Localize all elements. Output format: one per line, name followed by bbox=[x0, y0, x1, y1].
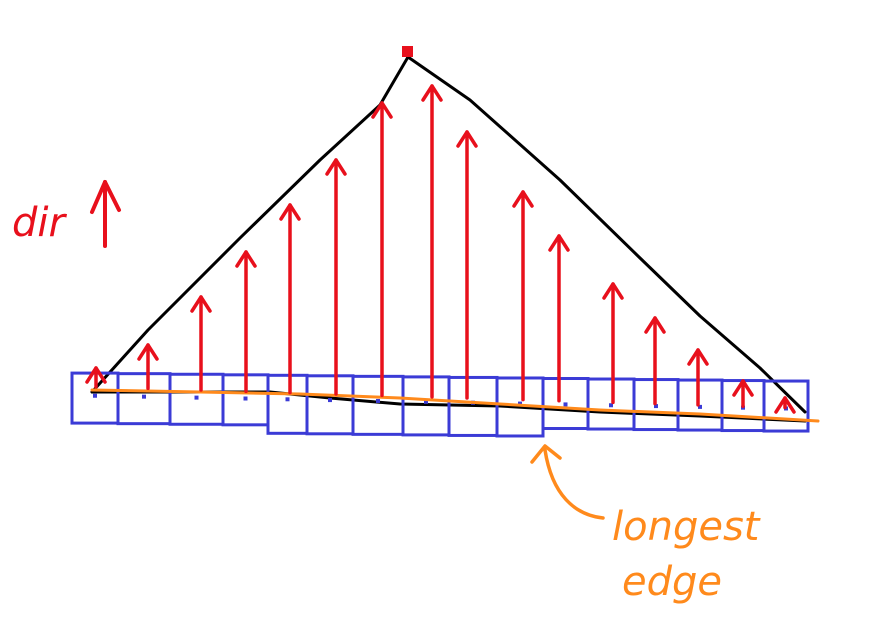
dir-label: dir bbox=[12, 200, 68, 246]
direction-arrow bbox=[279, 203, 301, 395]
cell-dot bbox=[142, 394, 146, 399]
longest-label: longest bbox=[612, 504, 761, 550]
edge-cell bbox=[762, 379, 810, 433]
direction-arrows bbox=[85, 84, 796, 414]
direction-arrow bbox=[687, 348, 709, 407]
cell-dots bbox=[93, 393, 788, 411]
edge-cell bbox=[266, 373, 309, 435]
cell-dot bbox=[285, 397, 290, 402]
cell-dot bbox=[243, 396, 248, 401]
direction-arrow bbox=[421, 84, 443, 399]
direction-arrow bbox=[644, 316, 666, 406]
direction-arrow bbox=[371, 101, 393, 398]
triangle-left-edge bbox=[90, 55, 410, 394]
edge-cell bbox=[351, 374, 405, 436]
cell-dot bbox=[563, 402, 568, 407]
direction-arrow bbox=[512, 190, 534, 402]
cell-dot bbox=[376, 398, 380, 403]
cell-dot bbox=[518, 401, 522, 406]
cell-dot bbox=[609, 403, 613, 408]
cell-dot bbox=[194, 395, 199, 400]
cell-dot bbox=[654, 404, 658, 409]
direction-arrow bbox=[602, 282, 624, 405]
longest-edge-line bbox=[90, 388, 820, 423]
edge-label: edge bbox=[622, 559, 722, 605]
cell-dot bbox=[328, 398, 332, 403]
apex-marker bbox=[402, 46, 413, 57]
direction-arrow bbox=[235, 250, 257, 394]
direction-arrow bbox=[190, 295, 212, 392]
direction-arrow bbox=[732, 379, 754, 408]
edge-cells bbox=[70, 371, 810, 438]
edge-cell bbox=[305, 374, 355, 436]
cell-dot bbox=[698, 404, 702, 409]
direction-arrow bbox=[85, 366, 107, 389]
cell-dot bbox=[424, 399, 428, 404]
direction-arrow bbox=[325, 158, 347, 396]
direction-arrow bbox=[774, 396, 796, 414]
direction-arrow bbox=[137, 343, 159, 391]
edge-cell bbox=[116, 372, 172, 426]
triangle-right-edge bbox=[406, 55, 807, 414]
direction-arrow bbox=[456, 130, 478, 400]
longest-edge-pointer bbox=[530, 444, 605, 520]
dir-arrow bbox=[90, 180, 121, 248]
direction-arrow bbox=[548, 234, 570, 403]
cell-dot bbox=[93, 393, 97, 398]
